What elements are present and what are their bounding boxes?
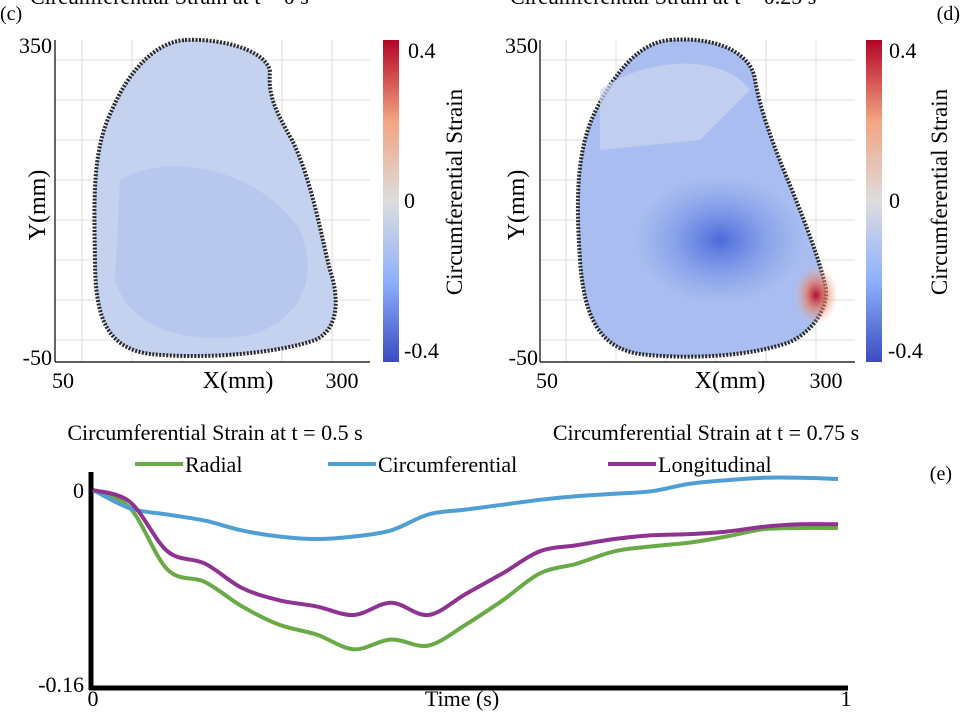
xtick-label: 1 [841,686,852,711]
legend-label-circumferential: Circumferential [378,452,517,477]
panel-title-below: Circumferential Strain at t = 0.5 s [67,420,362,445]
legend-label-radial: Radial [185,452,242,477]
colorbar-tick: -0.4 [404,338,439,363]
xlabel: X(mm) [695,368,766,394]
series-layer [92,475,839,652]
colorbar [383,40,399,362]
xtick-label: 50 [536,368,558,393]
ylabel: Y(mm) [25,170,51,241]
xlabel: Time (s) [425,686,499,711]
panel-c: (c) 0.4 0 -0.4 Circumferential Strain 35… [0,3,467,445]
xlabel: X(mm) [203,368,274,394]
panel-label: (e) [930,463,952,485]
ytick-label: 350 [505,33,538,58]
ytick-label: 0 [73,478,84,503]
colorbar-tick: 0 [889,188,900,213]
panel-d: (d) 0.4 0 -0.4 Circumferential Strain 35… [504,3,960,445]
colorbar-tick: 0.4 [408,38,436,63]
lv-cool-region [635,175,805,305]
top-title-left: Circumferential Strain at t = 0 s [30,0,309,9]
colorbar-tick: 0 [404,188,415,213]
colorbar-tick: -0.4 [888,338,923,363]
legend-label-longitudinal: Longitudinal [658,452,772,477]
panel-label: (c) [0,3,22,25]
series-line-longitudinal [92,488,839,618]
panel-label: (d) [937,3,960,25]
xtick-label: 50 [52,368,74,393]
series-line-circumferential [92,475,839,541]
strain-line-chart: (e) 0 -0.16 0 1 Time (s) Radial Circumfer… [38,452,952,711]
colorbar-label: Circumferential Strain [927,88,952,295]
lv-shading [115,166,308,338]
ytick-label: -0.16 [38,672,84,697]
colorbar-tick: 0.4 [889,38,917,63]
top-title-right: Circumferential Strain at t = 0.25 s [510,0,816,9]
ytick-label: -50 [23,345,52,370]
lv-hot-region [794,265,838,325]
legend: Radial Circumferential Longitudinal [135,452,772,477]
ylabel: Y(mm) [504,170,530,241]
xtick-label: 300 [810,368,843,393]
ytick-label: -50 [509,345,538,370]
xtick-label: 300 [326,368,359,393]
series-line-radial [92,488,839,652]
xtick-label: 0 [88,686,99,711]
lv-shading-upper [600,63,750,150]
ytick-label: 350 [19,33,52,58]
colorbar [866,40,882,362]
colorbar-label: Circumferential Strain [442,88,467,295]
panel-title-below: Circumferential Strain at t = 0.75 s [553,420,859,445]
